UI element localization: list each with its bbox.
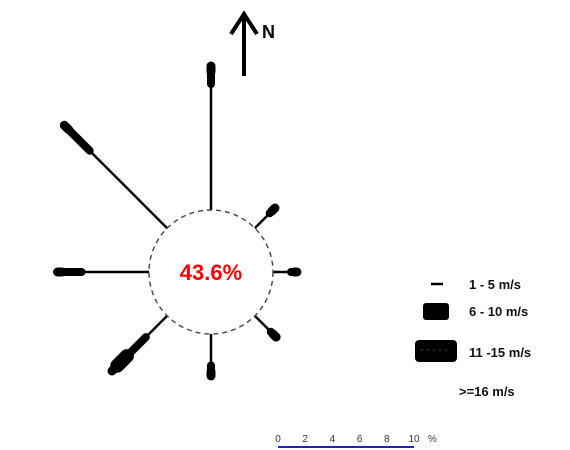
spoke-nw-segment-1 (88, 149, 169, 230)
legend-label-6-10: 6 - 10 m/s (469, 304, 528, 319)
scale-tick-label: 6 (357, 434, 363, 445)
scale-tick-label: 2 (302, 434, 308, 445)
scale-tick-label: 8 (384, 434, 390, 445)
legend-label-1-5: 1 - 5 m/s (469, 277, 521, 292)
legend-symbol-6-10 (423, 303, 449, 320)
spoke-ne (253, 203, 280, 230)
spoke-se-segment-4 (268, 329, 281, 342)
calm-circle (148, 209, 274, 335)
spoke-se (253, 314, 281, 342)
legend: 1 - 5 m/s 6 - 10 m/s 11 -15 m/s >=16 m/s (415, 277, 531, 399)
calm-percentage: 43.6% (180, 260, 242, 285)
spoke-sw-segment-4 (107, 361, 122, 376)
scale-tick-label: 0 (275, 434, 281, 445)
spoke-nw (59, 120, 169, 230)
legend-label-16-plus: >=16 m/s (459, 384, 515, 399)
scale-ticks: 0 2 4 6 8 10 (275, 434, 420, 445)
spoke-sw-segment-1 (145, 314, 169, 338)
north-arrow: N (229, 10, 275, 76)
north-arrow-head (229, 10, 259, 36)
frequency-scale: 0 2 4 6 8 10 % (275, 434, 437, 448)
scale-tick-label: 10 (408, 434, 420, 445)
scale-unit: % (428, 434, 437, 445)
legend-symbol-11-15 (415, 340, 457, 362)
direction-spokes (53, 61, 302, 381)
scale-tick-label: 4 (330, 434, 336, 445)
spoke-ne-segment-4 (267, 203, 280, 216)
spoke-nw-segment-2 (64, 125, 94, 155)
spoke-sw (107, 314, 169, 376)
north-label: N (262, 22, 275, 42)
spoke-nw-segment-4 (59, 120, 73, 134)
legend-label-11-15: 11 -15 m/s (469, 345, 531, 360)
